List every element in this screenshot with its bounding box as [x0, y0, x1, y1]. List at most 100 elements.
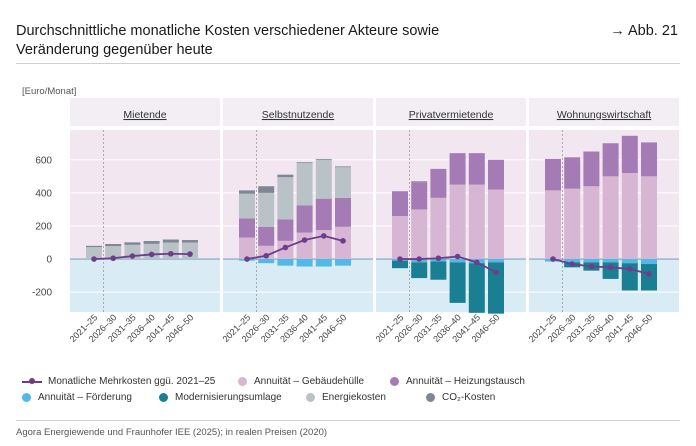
line-point — [187, 251, 193, 257]
bar-segment-energiekosten — [86, 247, 102, 260]
bar-segment-foerderung — [449, 259, 466, 263]
line-point — [646, 271, 652, 277]
line-point — [550, 256, 556, 262]
bar-segment-heizungstausch — [641, 142, 657, 177]
bar-segment-modernisierung — [641, 264, 657, 291]
circle-swatch-icon — [390, 376, 399, 386]
panel-title: Privatvermietende — [409, 109, 494, 121]
bar-segment-energiekosten — [315, 159, 332, 199]
legend-item-energiekosten: Energiekosten — [306, 390, 386, 404]
legend-label-co2: CO₂-Kosten — [442, 391, 496, 403]
bar-segment-heizungstausch — [315, 198, 332, 231]
legend-item-heizungstausch: Annuität – Heizungstausch — [390, 374, 525, 388]
bar-segment-heizungstausch — [583, 151, 600, 187]
legend-label-modernisierung: Modernisierungsumlage — [175, 391, 282, 403]
line-point — [321, 233, 327, 239]
panel-background-negative — [70, 259, 220, 312]
bar-segment-heizungstausch — [239, 218, 255, 238]
bar-segment-gebaeudehuelle — [545, 190, 561, 260]
bar-segment-heizungstausch — [564, 157, 581, 189]
bar-segment-gebaeudehuelle — [468, 184, 485, 260]
bar-segment-gebaeudehuelle — [411, 209, 428, 260]
line-point — [340, 238, 346, 244]
bar-segment-co2 — [105, 243, 122, 247]
bar-segment-foerderung — [621, 259, 638, 264]
line-point — [435, 255, 442, 262]
circle-swatch-icon — [426, 392, 435, 402]
y-tick-label: 0 — [46, 255, 52, 266]
bar-segment-gebaeudehuelle — [392, 216, 408, 260]
bar-segment-modernisierung — [430, 261, 447, 280]
line-point — [493, 269, 499, 276]
bar-segment-heizungstausch — [488, 159, 504, 190]
bar-segment-gebaeudehuelle — [296, 232, 313, 260]
bar-segment-gebaeudehuelle — [239, 237, 255, 260]
line-point — [282, 244, 289, 251]
line-point — [454, 253, 461, 260]
panel-header-background — [529, 98, 679, 126]
y-tick-label: -200 — [32, 288, 52, 299]
panel-header-background — [223, 98, 373, 126]
line-marker-icon — [22, 377, 42, 386]
line-point — [168, 250, 174, 257]
bar-segment-co2 — [315, 158, 332, 160]
bar-segment-foerderung — [277, 259, 294, 266]
chart-title: Durchschnittliche monatliche Kosten vers… — [16, 22, 576, 60]
bar-segment-heizungstausch — [430, 168, 447, 198]
bar-segment-heizungstausch — [335, 197, 351, 227]
bar-segment-gebaeudehuelle — [488, 189, 504, 260]
bar-segment-heizungstausch — [258, 226, 275, 246]
bar-segment-modernisierung — [488, 262, 504, 314]
chart-title-line-2: Veränderung gegenüber heute — [16, 42, 213, 58]
line-point — [627, 266, 633, 272]
bar-segment-modernisierung — [411, 262, 428, 279]
panel-background-negative — [223, 259, 373, 312]
bar-segment-co2 — [86, 245, 102, 248]
bar-segment-foerderung — [583, 259, 600, 263]
line-point — [110, 255, 116, 262]
panel-title: Mietende — [123, 109, 166, 121]
bar-segment-heizungstausch — [468, 153, 485, 185]
bar-segment-co2 — [411, 181, 428, 183]
bar-segment-co2 — [296, 162, 313, 164]
bar-segment-energiekosten — [162, 242, 179, 260]
circle-swatch-icon — [238, 376, 247, 386]
line-point — [607, 264, 614, 271]
bar-segment-foerderung — [602, 259, 619, 263]
bar-segment-energiekosten — [239, 193, 255, 219]
bar-segment-heizungstausch — [411, 182, 428, 210]
source-note: Agora Energiewende und Fraunhofer IEE (2… — [16, 427, 328, 438]
figure-reference: → Abb. 21 — [610, 23, 678, 39]
line-point — [91, 256, 97, 262]
line-point — [148, 251, 155, 258]
y-tick-label: 600 — [35, 155, 52, 166]
line-point — [263, 252, 270, 259]
line-point — [588, 263, 595, 270]
bar-segment-gebaeudehuelle — [564, 188, 581, 260]
bar-segment-co2 — [258, 186, 275, 193]
circle-swatch-icon — [22, 392, 31, 402]
line-mehrkosten — [400, 255, 497, 274]
legend-item-co2: CO₂-Kosten — [426, 390, 495, 404]
bar-segment-heizungstausch — [621, 135, 638, 174]
bar-segment-energiekosten — [258, 192, 275, 227]
circle-swatch-icon — [306, 392, 315, 402]
line-point — [301, 237, 308, 243]
bar-segment-co2 — [162, 239, 179, 243]
bar-segment-gebaeudehuelle — [430, 197, 447, 260]
chart-title-line-1: Durchschnittliche monatliche Kosten vers… — [16, 23, 440, 39]
bar-segment-energiekosten — [277, 177, 294, 220]
bar-segment-modernisierung — [392, 260, 408, 269]
legend-item-modernisierung: Modernisierungsumlage — [159, 390, 282, 404]
legend-label-line: Monatliche Mehrkosten ggü. 2021–25 — [48, 375, 216, 387]
legend-item-foerderung: Annuität – Förderung — [22, 390, 132, 404]
bar-segment-gebaeudehuelle — [602, 176, 619, 260]
bar-segment-heizungstausch — [449, 153, 466, 185]
bar-segment-co2 — [239, 190, 255, 194]
y-tick-label: 400 — [35, 188, 52, 199]
bar-segment-foerderung — [564, 259, 581, 263]
bar-segment-gebaeudehuelle — [641, 176, 657, 260]
line-mehrkosten — [93, 252, 191, 260]
bar-segment-heizungstausch — [277, 219, 294, 241]
bar-segment-heizungstausch — [392, 191, 408, 217]
